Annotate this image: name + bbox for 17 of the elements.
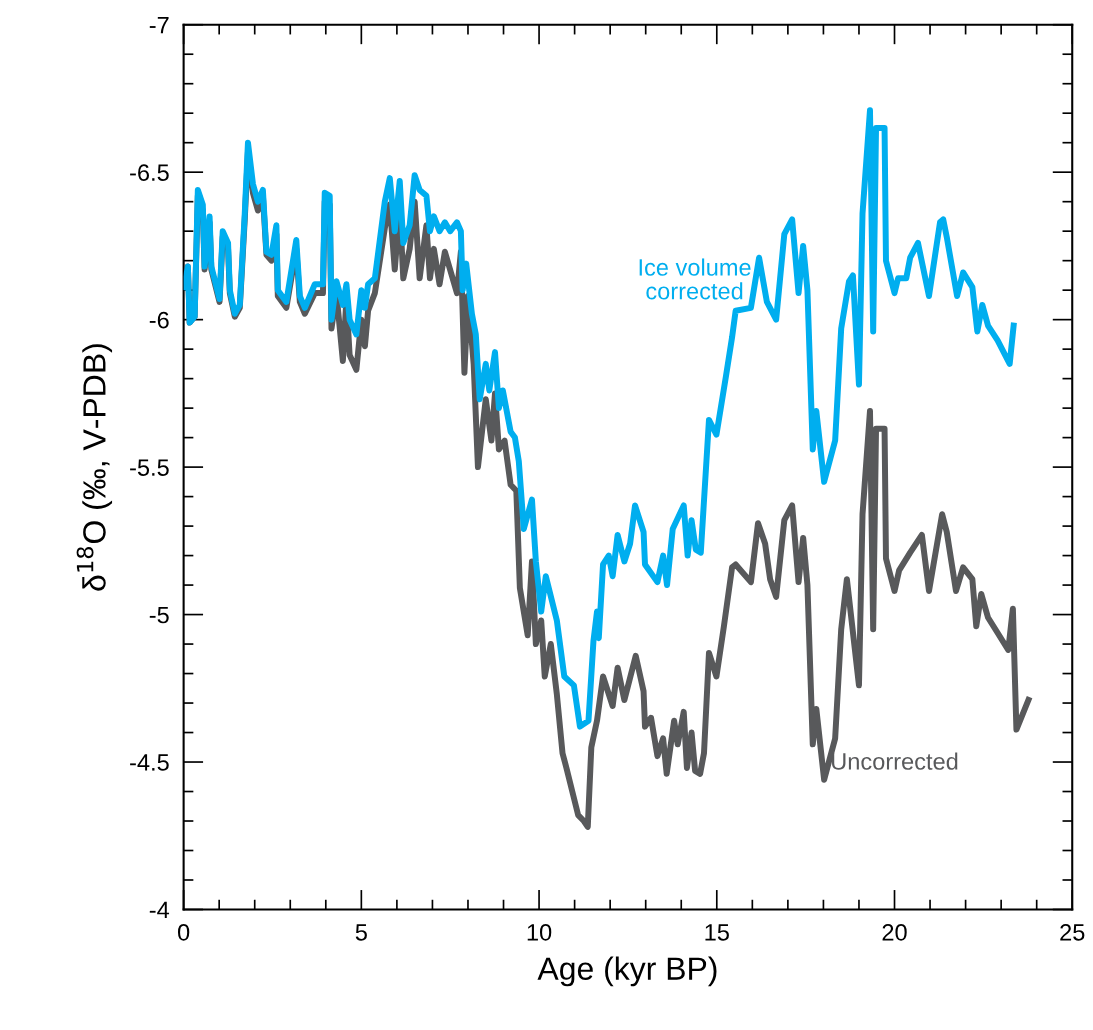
- y-tick-label: -4: [149, 901, 170, 919]
- x-tick-label: 0: [177, 924, 190, 941]
- series-label: Uncorrected: [832, 752, 958, 770]
- y-tick-label: -5.5: [130, 459, 169, 476]
- y-tick-label: -5: [149, 606, 169, 624]
- y-axis-title: δ$^{18}$O (‰, V-PDB): [76, 344, 113, 591]
- series-label: Ice volume corrected: [639, 258, 751, 300]
- x-tick-label: 25: [1060, 924, 1085, 941]
- y-tick-label: -7: [149, 17, 169, 34]
- x-tick-label: 20: [882, 924, 907, 941]
- x-tick-label: 10: [527, 924, 552, 941]
- y-tick-label: -4.5: [130, 754, 169, 771]
- x-tick-label: 15: [705, 924, 729, 941]
- x-axis-title: Age (kyr BP): [537, 956, 717, 987]
- y-tick-label: -6.5: [130, 164, 169, 181]
- x-tick-label: 5: [355, 924, 367, 941]
- y-tick-label: -6: [149, 311, 169, 329]
